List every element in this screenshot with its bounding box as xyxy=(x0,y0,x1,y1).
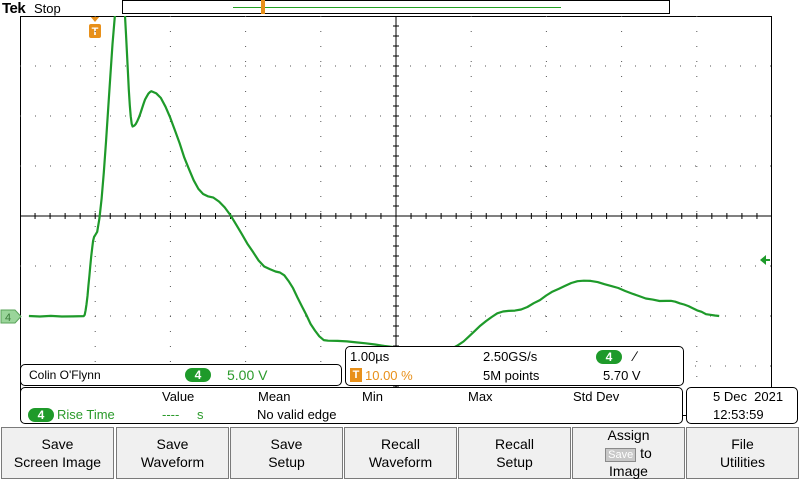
channel-badge: 4 xyxy=(185,368,211,382)
column-header-value: Value xyxy=(162,389,194,404)
column-header-stddev: Std Dev xyxy=(573,389,619,404)
trigger-level-marker[interactable] xyxy=(759,254,771,266)
softkey-line2: Setup xyxy=(268,453,305,471)
measurement-name: Rise Time xyxy=(57,407,115,422)
softkey-line1: File xyxy=(731,435,754,453)
trigger-position: 10.00 % xyxy=(365,368,413,383)
softkey-line2: Setup xyxy=(496,453,533,471)
channel-4-ground-marker[interactable]: 4 xyxy=(0,309,22,324)
trigger-slope-icon: ∕ xyxy=(634,348,636,364)
vertical-scale: 5.00 V xyxy=(227,367,267,383)
save-waveform-button[interactable]: Save Waveform xyxy=(116,427,229,479)
file-utilities-button[interactable]: File Utilities xyxy=(686,427,799,479)
save-key-glyph: Save xyxy=(605,448,636,462)
channel-marker-label: 4 xyxy=(5,312,11,324)
measurement-channel-badge: 4 xyxy=(28,408,54,422)
measurement-value: ---- xyxy=(162,407,179,422)
channel-4-waveform xyxy=(29,16,719,351)
record-length: 5M points xyxy=(483,368,539,383)
softkey-line1: Recall xyxy=(381,435,420,453)
trigger-level: 5.70 V xyxy=(603,368,641,383)
trigger-position-icon: T xyxy=(350,368,362,382)
save-screen-image-button[interactable]: Save Screen Image xyxy=(1,427,114,479)
softkey-line2: Save to xyxy=(605,444,652,462)
record-view-bar xyxy=(122,0,670,14)
record-trigger-marker xyxy=(261,0,265,14)
softkey-line1: Save xyxy=(157,435,189,453)
time-per-div: 1.00µs xyxy=(350,349,389,364)
measurement-panel[interactable]: Value Mean Min Max Std Dev 4 Rise Time -… xyxy=(20,387,683,424)
time-display: 12:53:59 xyxy=(713,407,764,422)
owner-label: Colin O'Flynn xyxy=(29,368,101,382)
softkey-line2: Waveform xyxy=(369,453,432,471)
softkey-line2: Waveform xyxy=(141,453,204,471)
trigger-source-badge: 4 xyxy=(596,350,622,364)
measurement-unit: s xyxy=(197,407,204,422)
acquisition-state: Stop xyxy=(34,1,61,16)
channel-info-panel[interactable]: Colin O'Flynn 4 5.00 V xyxy=(20,364,342,386)
column-header-mean: Mean xyxy=(258,389,291,404)
softkey-line1: Assign xyxy=(607,426,649,444)
column-header-min: Min xyxy=(362,389,383,404)
brand-logo: Tek xyxy=(2,0,25,17)
record-view-window xyxy=(233,7,561,8)
datetime-panel: 5 Dec 2021 12:53:59 xyxy=(686,387,798,424)
softkey-line2: Utilities xyxy=(720,453,765,471)
softkey-line1: Recall xyxy=(495,435,534,453)
softkey-line1: Save xyxy=(271,435,303,453)
softkey-line1: Save xyxy=(42,435,74,453)
timebase-panel[interactable]: 1.00µs 2.50GS/s 4 ∕ T 10.00 % 5M points … xyxy=(345,346,684,386)
softkey-line2: Screen Image xyxy=(14,453,101,471)
recall-setup-button[interactable]: Recall Setup xyxy=(458,427,571,479)
save-setup-button[interactable]: Save Setup xyxy=(230,427,343,479)
recall-waveform-button[interactable]: Recall Waveform xyxy=(344,427,457,479)
column-header-max: Max xyxy=(468,389,493,404)
date-display: 5 Dec 2021 xyxy=(713,389,783,404)
softkey-line3: Image xyxy=(609,462,648,480)
sample-rate: 2.50GS/s xyxy=(483,349,537,364)
assign-save-button[interactable]: Assign Save to Image xyxy=(572,427,685,479)
measurement-status: No valid edge xyxy=(257,407,337,422)
softkey-to-label: to xyxy=(640,445,652,461)
